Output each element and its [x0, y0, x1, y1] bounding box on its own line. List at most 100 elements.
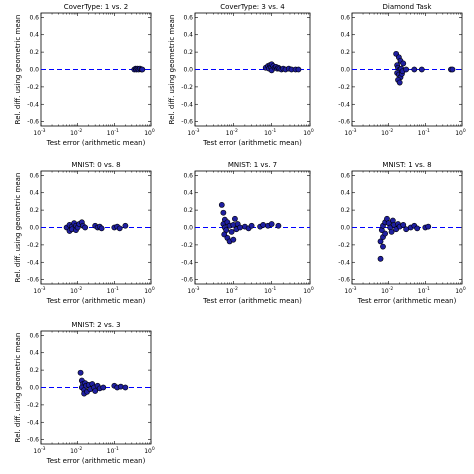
x-tick-label: 10-3: [187, 128, 199, 137]
data-point: [377, 238, 384, 245]
data-point: [122, 384, 129, 391]
y-tick-label: 0.6: [29, 172, 39, 179]
data-point: [230, 236, 237, 243]
x-tick-base: 10: [226, 288, 234, 295]
y-tick-label: 0.0: [340, 67, 350, 74]
y-tick-label: 0.0: [183, 67, 193, 74]
x-tick-label: 10-3: [344, 286, 356, 295]
data-point: [414, 225, 421, 232]
y-tick-label: 0.4: [29, 350, 39, 357]
x-tick-base: 10: [144, 448, 152, 455]
subplot-6: 0.60.40.20.0-0.2-0.4-0.610-3 10-2 10-1 100M…: [338, 161, 466, 305]
y-tick-label: 0.2: [183, 49, 193, 56]
x-tick-base: 10: [107, 448, 115, 455]
y-tick-label: -0.4: [338, 259, 350, 266]
data-point: [92, 388, 99, 394]
x-tick-base: 10: [107, 130, 115, 137]
x-tick-label: 100: [144, 128, 155, 137]
data-point: [268, 221, 275, 227]
y-tick-label: -0.2: [27, 84, 39, 91]
data-point: [400, 221, 407, 228]
plot-title: MNIST: 1 vs. 7: [228, 161, 277, 169]
x-tick-base: 10: [418, 130, 426, 137]
x-tick-label: 10-2: [381, 286, 393, 295]
x-tick-base: 10: [226, 130, 234, 137]
data-point: [418, 66, 425, 73]
x-tick-exponent: 0: [311, 286, 314, 292]
y-tick-label: -0.2: [27, 402, 39, 409]
y-tick-label: -0.2: [27, 242, 39, 249]
x-tick-label: 10-2: [70, 446, 82, 455]
y-tick-label: 0.4: [340, 190, 350, 197]
y-tick-label: -0.4: [27, 419, 39, 426]
data-point: [77, 369, 84, 376]
y-tick-label: 0.2: [29, 49, 39, 56]
x-tick-exponent: -1: [425, 286, 430, 292]
x-tick-exponent: 0: [463, 128, 466, 134]
x-tick-base: 10: [455, 288, 463, 295]
y-tick-label: 0.6: [183, 14, 193, 21]
data-point: [388, 228, 395, 235]
y-tick-label: -0.2: [338, 84, 350, 91]
data-point: [139, 66, 146, 73]
x-tick-exponent: -2: [78, 286, 83, 292]
x-tick-base: 10: [264, 130, 272, 137]
y-tick-label: 0.2: [183, 207, 193, 214]
x-tick-base: 10: [70, 130, 78, 137]
x-tick-label: 10-2: [226, 286, 238, 295]
data-point: [377, 255, 384, 262]
data-point: [82, 224, 89, 231]
y-tick-label: -0.6: [27, 119, 39, 126]
x-tick-exponent: -2: [78, 446, 83, 452]
x-tick-label: 10-3: [187, 286, 199, 295]
plot-title: MNIST: 1 vs. 8: [382, 161, 431, 169]
x-tick-label: 10-1: [107, 446, 119, 455]
x-tick-label: 10-2: [70, 286, 82, 295]
subplot-1: 0.60.40.20.0-0.2-0.4-0.610-3 10-2 10-1 100C…: [14, 3, 155, 147]
x-tick-exponent: -1: [272, 128, 277, 134]
x-axis-label: Test error (arithmetic mean): [357, 297, 457, 305]
x-axis-label: Test error (arithmetic mean): [202, 297, 302, 305]
y-tick-label: -0.4: [27, 259, 39, 266]
y-tick-label: 0.2: [340, 49, 350, 56]
x-tick-base: 10: [144, 130, 152, 137]
data-point: [116, 225, 123, 232]
x-tick-exponent: -3: [195, 286, 200, 292]
y-tick-label: 0.0: [29, 225, 39, 232]
plot-title: CoverType: 1 vs. 2: [64, 3, 129, 11]
x-tick-exponent: -3: [352, 128, 357, 134]
data-point: [248, 222, 255, 229]
data-point: [425, 223, 432, 230]
x-axis-label: Test error (arithmetic mean): [46, 297, 146, 305]
x-axis-label: Test error (arithmetic mean): [46, 139, 146, 147]
x-tick-base: 10: [187, 130, 195, 137]
y-tick-label: -0.4: [181, 259, 193, 266]
x-tick-base: 10: [344, 288, 352, 295]
y-tick-label: -0.6: [181, 277, 193, 284]
x-tick-exponent: 0: [311, 128, 314, 134]
data-point: [411, 66, 418, 73]
x-tick-label: 10-1: [107, 128, 119, 137]
y-tick-label: 0.4: [29, 32, 39, 39]
x-tick-exponent: -2: [233, 128, 238, 134]
x-tick-label: 10-1: [264, 286, 276, 295]
subplot-7: 0.60.40.20.0-0.2-0.4-0.610-3 10-2 10-1 100M…: [14, 321, 155, 465]
plot-title: Diamond Task: [383, 3, 433, 11]
y-tick-label: -0.6: [27, 277, 39, 284]
data-point: [228, 228, 235, 235]
x-tick-label: 10-2: [381, 128, 393, 137]
y-tick-label: 0.4: [183, 32, 193, 39]
y-tick-label: -0.2: [338, 242, 350, 249]
x-tick-label: 100: [144, 286, 155, 295]
x-tick-exponent: 0: [152, 446, 155, 452]
x-tick-base: 10: [264, 288, 272, 295]
data-point: [396, 79, 403, 86]
x-tick-exponent: -1: [114, 128, 119, 134]
x-tick-exponent: -1: [114, 446, 119, 452]
y-axis-label: Rel. diff. using geometric mean: [168, 15, 176, 125]
data-point: [380, 243, 386, 250]
data-point: [218, 201, 225, 208]
data-point: [295, 66, 302, 73]
y-tick-label: -0.4: [27, 101, 39, 108]
